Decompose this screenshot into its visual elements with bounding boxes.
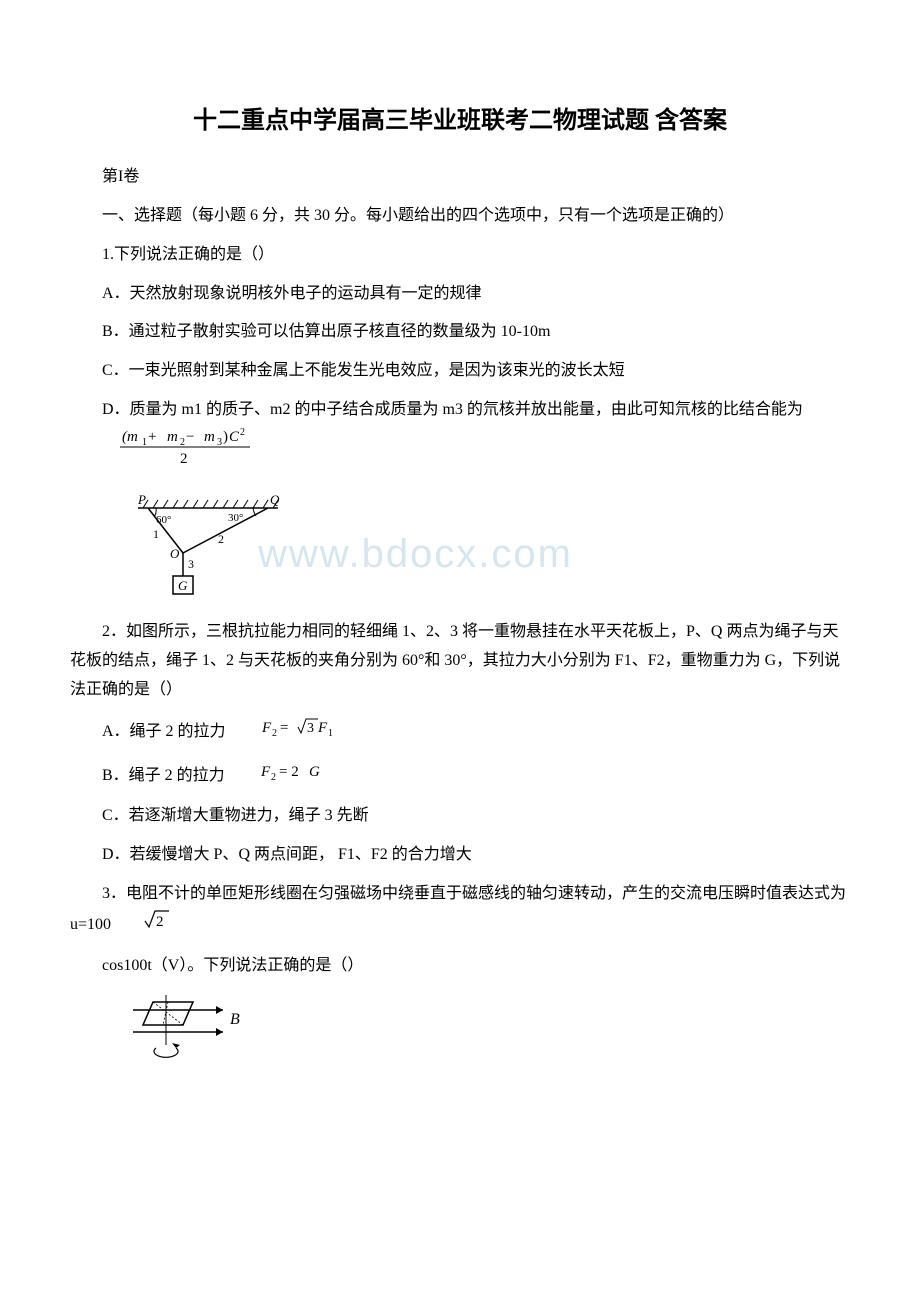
page-title: 十二重点中学届高三毕业班联考二物理试题 含答案 [70, 100, 850, 143]
section-volume: 第I卷 [70, 163, 850, 192]
q2-optA-text: A．绳子 2 的拉力 [102, 723, 226, 740]
q3-sqrt2: 2 [111, 909, 171, 942]
svg-text:2: 2 [180, 451, 188, 467]
q3-stem-line2: cos100t（V）。下列说法正确的是（） [70, 952, 850, 981]
q1-optD-text: D．质量为 m1 的质子、m2 的中子结合成质量为 m3 的氘核并放出能量，由此… [102, 401, 803, 418]
svg-text:m: m [204, 429, 215, 445]
svg-text:(m: (m [122, 429, 138, 445]
diagram1-G: G [178, 578, 188, 593]
q1-optA: A．天然放射现象说明核外电子的运动具有一定的规律 [70, 280, 850, 309]
svg-text:−: − [186, 429, 194, 445]
svg-text:C: C [229, 429, 240, 445]
diagram1-l1: 1 [153, 527, 159, 541]
diagram1-angle2: 30° [228, 512, 243, 524]
q2-optB: B．绳子 2 的拉力 F 2 = 2 G [70, 760, 850, 793]
q2-optD: D．若缓慢增大 P、Q 两点间距， F1、F2 的合力增大 [70, 841, 850, 870]
svg-text:1: 1 [142, 437, 147, 448]
diagram2-B: B [230, 1011, 240, 1028]
svg-text:= 2: = 2 [279, 764, 299, 780]
svg-text:2: 2 [271, 772, 276, 782]
q1-optB: B．通过粒子散射实验可以估算出原子核直径的数量级为 10-10m [70, 318, 850, 347]
svg-text:2: 2 [180, 437, 185, 448]
svg-text:G: G [309, 764, 320, 780]
q1-optC: C．一束光照射到某种金属上不能发生光电效应，是因为该束光的波长太短 [70, 357, 850, 386]
svg-text:2: 2 [272, 728, 277, 739]
svg-text:2: 2 [156, 914, 164, 930]
q2-diagram: P Q 60° 30° 1 2 O 3 G www.bdocx.com [118, 488, 850, 609]
diagram1-Q: Q [270, 492, 280, 507]
q3-stem-text: 3．电阻不计的单匝矩形线圈在匀强磁场中绕垂直于磁感线的轴匀速转动，产生的交流电压… [70, 885, 846, 933]
svg-text:3: 3 [217, 437, 222, 448]
q2-optA: A．绳子 2 的拉力 F 2 = 3 F 1 [70, 715, 850, 750]
q1-optD: D．质量为 m1 的质子、m2 的中子结合成质量为 m3 的氘核并放出能量，由此… [70, 396, 850, 478]
q2-optA-formula: F 2 = 3 F 1 [230, 715, 347, 750]
svg-text:1: 1 [328, 728, 333, 739]
svg-text:m: m [167, 429, 178, 445]
q1-stem: 1.下列说法正确的是（） [70, 241, 850, 270]
diagram1-P: P [137, 492, 146, 507]
svg-text:2: 2 [240, 427, 245, 438]
q3-diagram: B [118, 990, 850, 1081]
diagram1-angle1: 60° [156, 514, 171, 526]
q3-stem: 3．电阻不计的单匝矩形线圈在匀强磁场中绕垂直于磁感线的轴匀速转动，产生的交流电压… [70, 880, 850, 942]
watermark-text: www.bdocx.com [258, 518, 573, 590]
svg-text:+: + [148, 429, 156, 445]
svg-text:F: F [317, 720, 328, 736]
diagram1-l2: 2 [218, 532, 224, 546]
svg-text:3: 3 [307, 721, 314, 736]
diagram1-O: O [170, 546, 180, 561]
diagram1-l3: 3 [188, 557, 194, 571]
svg-text:F: F [262, 720, 272, 736]
svg-text:F: F [261, 764, 271, 780]
q2-optC: C．若逐渐增大重物进力，绳子 3 先断 [70, 802, 850, 831]
q2-optB-formula: F 2 = 2 G [229, 760, 331, 793]
svg-text:): ) [223, 429, 228, 445]
q1-optD-formula: (m 1 + m 2 − m 3 ) C 2 2 [70, 425, 252, 478]
q2-stem: 2．如图所示，三根抗拉能力相同的轻细绳 1、2、3 将一重物悬挂在水平天花板上，… [70, 618, 850, 704]
q2-optB-text: B．绳子 2 的拉力 [102, 767, 225, 784]
svg-text:=: = [280, 720, 288, 736]
section1-heading: 一、选择题（每小题 6 分，共 30 分。每小题给出的四个选项中，只有一个选项是… [70, 202, 850, 231]
